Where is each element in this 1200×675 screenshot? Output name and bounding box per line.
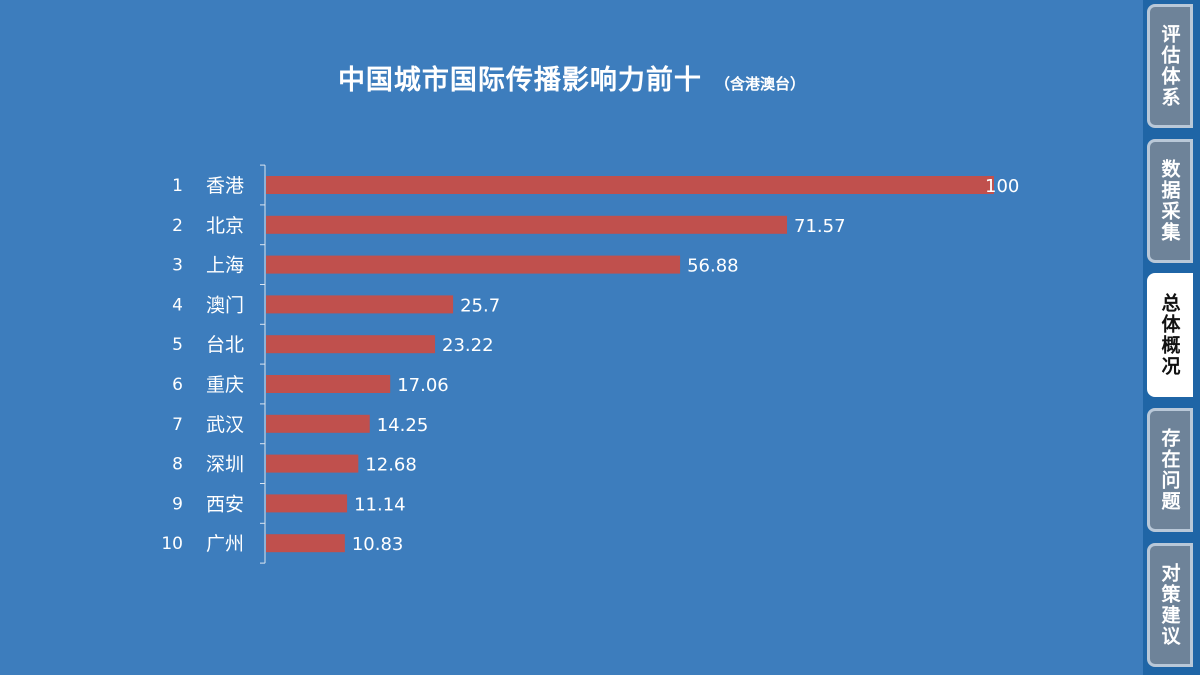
- sidebar-tab-label: 对策建议: [1158, 563, 1181, 647]
- rank-label: 3: [172, 256, 183, 276]
- bar: [266, 255, 681, 274]
- rank-label: 2: [172, 216, 183, 236]
- sidebar-tab-label: 数据采集: [1158, 159, 1181, 243]
- rank-label: 8: [172, 455, 183, 475]
- bar-chart: 1 香港 100 2 北京 71.57 3 上海 56.88 4 澳门 25.7 5 台北 23.22 6 重庆…: [161, 164, 1019, 564]
- chart-title: 中国城市国际传播影响力前十: [337, 65, 702, 96]
- sidebar-tab[interactable]: 对策建议: [1147, 543, 1193, 667]
- bar: [266, 176, 994, 194]
- category-label: 香港: [206, 175, 244, 197]
- data-label: 71.57: [794, 216, 846, 237]
- rank-label: 9: [172, 494, 183, 514]
- rank-label: 1: [172, 176, 183, 196]
- sidebar-nav: 评估体系数据采集总体概况存在问题对策建议: [1143, 0, 1200, 675]
- bar: [266, 414, 370, 433]
- category-label: 西安: [206, 493, 244, 515]
- rank-label: 10: [161, 534, 183, 554]
- bar: [266, 215, 788, 234]
- data-label: 56.88: [687, 256, 739, 277]
- rank-label: 5: [172, 335, 183, 355]
- bar: [266, 335, 436, 354]
- bar: [266, 494, 348, 513]
- data-label: 100: [985, 176, 1019, 197]
- category-label: 北京: [206, 215, 244, 237]
- rank-label: 6: [172, 375, 183, 395]
- sidebar-tab-label: 存在问题: [1158, 428, 1181, 512]
- data-label: 25.7: [460, 295, 500, 316]
- sidebar-tab[interactable]: 总体概况: [1147, 273, 1193, 397]
- sidebar-tab[interactable]: 存在问题: [1147, 408, 1193, 532]
- sidebar-tab-label: 评估体系: [1158, 24, 1181, 108]
- category-label: 深圳: [206, 454, 244, 476]
- rank-label: 7: [172, 415, 183, 435]
- data-label: 23.22: [442, 335, 494, 356]
- sidebar-tab[interactable]: 数据采集: [1147, 139, 1193, 263]
- category-label: 上海: [206, 255, 244, 277]
- data-label: 11.14: [354, 494, 406, 515]
- data-label: 12.68: [365, 455, 417, 476]
- bar: [266, 295, 454, 314]
- bar: [266, 534, 345, 553]
- rank-label: 4: [172, 295, 183, 315]
- data-label: 14.25: [377, 415, 429, 436]
- category-label: 重庆: [206, 374, 244, 396]
- data-label: 10.83: [352, 534, 404, 555]
- category-label: 台北: [206, 334, 244, 356]
- data-label: 17.06: [397, 375, 449, 396]
- bar: [266, 454, 359, 473]
- sidebar-tab-label: 总体概况: [1158, 293, 1181, 377]
- slide: 中国城市国际传播影响力前十 （含港澳台） 1 香港 100 2 北京 71.57 3 上海 56…: [0, 0, 1143, 675]
- category-label: 广州: [206, 533, 244, 555]
- bar: [266, 375, 391, 393]
- chart-title-block: 中国城市国际传播影响力前十 （含港澳台）: [0, 58, 1143, 97]
- category-label: 武汉: [206, 414, 244, 436]
- category-label: 澳门: [206, 294, 244, 316]
- chart-subtitle: （含港澳台）: [715, 75, 806, 93]
- sidebar-tab[interactable]: 评估体系: [1147, 4, 1193, 128]
